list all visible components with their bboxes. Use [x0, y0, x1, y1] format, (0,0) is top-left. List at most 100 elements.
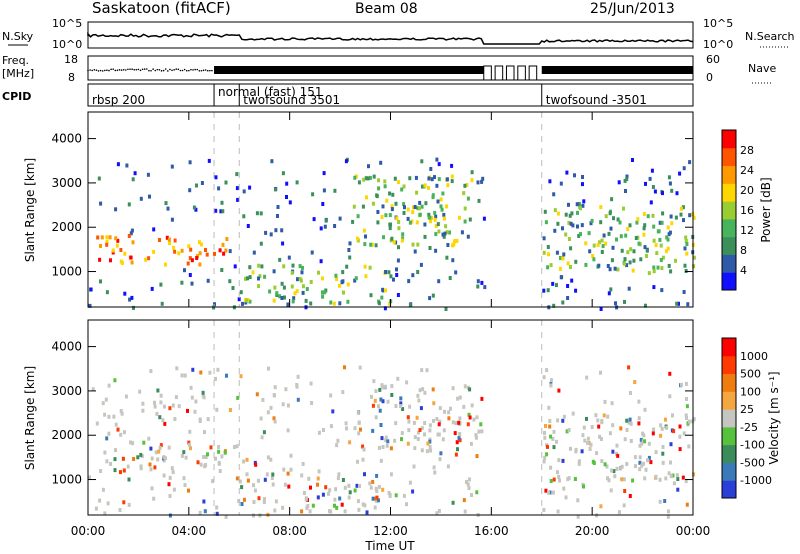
- heatmap-cell: [470, 170, 474, 175]
- heatmap-cell: [588, 447, 592, 451]
- heatmap-cell: [622, 477, 626, 482]
- power-axes: 1000 2000 3000 4000: [51, 112, 694, 307]
- nave-point: [152, 68, 154, 70]
- heatmap-cell: [257, 263, 261, 268]
- heatmap-cell: [388, 226, 392, 231]
- nave-point: [120, 69, 123, 71]
- heatmap-cell: [115, 243, 119, 248]
- heatmap-cell: [174, 395, 178, 400]
- nave-point: [164, 68, 167, 70]
- heatmap-cell: [206, 417, 210, 422]
- heatmap-cell: [429, 448, 433, 453]
- heatmap-cell: [607, 478, 611, 483]
- heatmap-cell: [338, 216, 342, 221]
- heatmap-cell: [150, 456, 154, 461]
- heatmap-cell: [413, 435, 417, 440]
- heatmap-cell: [296, 277, 299, 282]
- heatmap-cell: [623, 257, 627, 262]
- heatmap-cell: [383, 179, 387, 184]
- heatmap-cell: [285, 181, 289, 186]
- heatmap-cell: [168, 406, 172, 411]
- heatmap-cell: [194, 207, 198, 212]
- heatmap-cell: [412, 464, 416, 469]
- heatmap-cell: [682, 290, 686, 294]
- heatmap-cell: [401, 232, 405, 237]
- heatmap-cell: [123, 251, 127, 256]
- nave-point: [169, 68, 171, 71]
- heatmap-cell: [108, 235, 112, 240]
- heatmap-cell: [129, 231, 133, 236]
- power-cells: [88, 112, 696, 311]
- heatmap-cell: [436, 432, 440, 437]
- heatmap-cell: [377, 498, 380, 503]
- heatmap-cell: [608, 211, 612, 216]
- heatmap-cell: [332, 301, 336, 306]
- heatmap-cell: [304, 298, 308, 303]
- heatmap-cell: [598, 240, 601, 245]
- heatmap-cell: [542, 375, 546, 380]
- heatmap-cell: [637, 241, 641, 246]
- heatmap-cell: [482, 216, 486, 221]
- heatmap-cell: [386, 399, 390, 404]
- heatmap-cell: [582, 425, 586, 430]
- heatmap-cell: [369, 485, 373, 490]
- heatmap-cell: [611, 449, 615, 454]
- heatmap-cell: [368, 175, 372, 180]
- power-colorbar-label: Power [dB]: [759, 177, 773, 242]
- heatmap-cell: [190, 258, 194, 263]
- heatmap-cell: [248, 275, 252, 280]
- heatmap-cell: [372, 379, 376, 384]
- heatmap-cell: [466, 422, 470, 427]
- heatmap-cell: [663, 499, 667, 503]
- heatmap-cell: [580, 449, 584, 454]
- heatmap-cell: [159, 400, 163, 405]
- heatmap-cell: [400, 437, 403, 442]
- heatmap-cell: [131, 441, 135, 446]
- heatmap-cell: [640, 441, 644, 446]
- heatmap-cell: [616, 217, 620, 222]
- heatmap-cell: [659, 258, 663, 262]
- nave-point: [141, 68, 144, 71]
- heatmap-cell: [99, 244, 102, 248]
- heatmap-cell: [352, 204, 356, 209]
- heatmap-cell: [280, 281, 284, 286]
- heatmap-cell: [408, 480, 412, 485]
- heatmap-cell: [281, 505, 285, 510]
- heatmap-cell: [549, 263, 553, 268]
- heatmap-cell: [615, 466, 619, 471]
- heatmap-cell: [309, 301, 313, 306]
- heatmap-cell: [458, 215, 461, 220]
- heatmap-cell: [271, 482, 275, 487]
- heatmap-cell: [296, 397, 300, 402]
- heatmap-cell: [433, 210, 437, 215]
- heatmap-cell: [166, 206, 170, 211]
- heatmap-cell: [157, 449, 161, 454]
- heatmap-cell: [581, 175, 584, 179]
- heatmap-cell: [106, 501, 110, 506]
- heatmap-cell: [589, 221, 593, 226]
- heatmap-cell: [596, 418, 600, 423]
- heatmap-cell: [198, 251, 202, 256]
- heatmap-cell: [396, 258, 400, 263]
- colorbar-swatch: [722, 391, 736, 410]
- heatmap-cell: [545, 368, 549, 373]
- heatmap-cell: [347, 495, 351, 500]
- heatmap-cell: [449, 406, 452, 411]
- heatmap-cell: [141, 401, 145, 406]
- heatmap-cell: [463, 219, 467, 224]
- heatmap-cell: [221, 209, 225, 214]
- heatmap-cell: [101, 487, 105, 492]
- heatmap-cell: [418, 212, 422, 217]
- heatmap-cell: [333, 503, 336, 508]
- heatmap-cell: [195, 183, 198, 188]
- heatmap-cell: [388, 493, 392, 497]
- nave-point: [185, 69, 188, 72]
- heatmap-cell: [477, 198, 481, 203]
- heatmap-cell: [389, 446, 393, 451]
- heatmap-cell: [613, 266, 617, 271]
- heatmap-cell: [125, 163, 129, 168]
- heatmap-cell: [442, 428, 446, 433]
- heatmap-cell: [436, 222, 440, 227]
- heatmap-cell: [557, 388, 561, 393]
- heatmap-cell: [202, 395, 206, 400]
